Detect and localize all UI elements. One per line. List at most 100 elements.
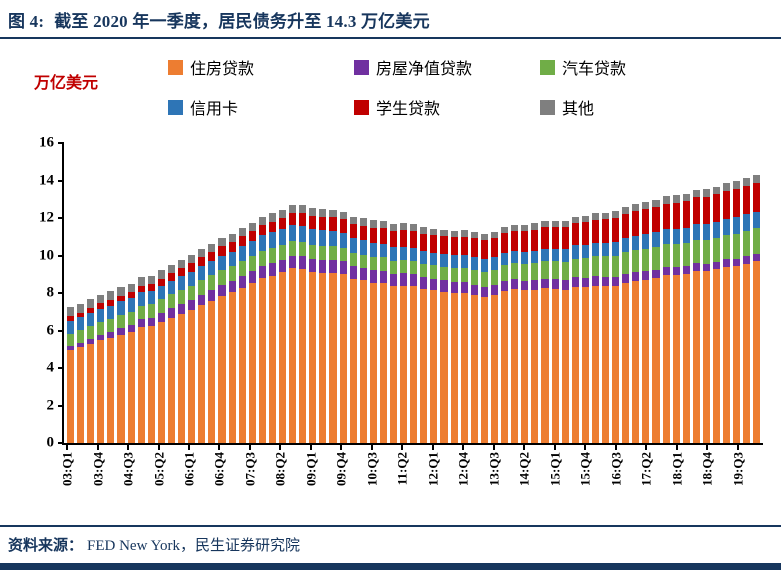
bar-segment — [420, 288, 428, 443]
bar-segment — [591, 285, 599, 443]
bar-segment — [601, 212, 610, 220]
bar-segment — [642, 270, 650, 280]
bar-segment — [501, 227, 509, 233]
bar-segment — [349, 278, 357, 443]
bar-segment — [591, 213, 599, 220]
bar-segment — [268, 221, 276, 233]
bar-segment — [299, 205, 307, 214]
bar-segment — [723, 218, 731, 235]
stacked-bar — [278, 143, 287, 443]
bar-segment — [743, 213, 751, 232]
bar-segment — [601, 276, 610, 286]
bar-segment — [309, 258, 317, 273]
bar-segment — [117, 295, 125, 302]
stacked-bar — [400, 143, 408, 443]
bar-segment — [753, 211, 761, 229]
stacked-bar — [531, 143, 539, 443]
x-axis-tick-label: 18:Q4 — [699, 452, 715, 486]
bar-segment — [97, 308, 105, 322]
bar-segment — [339, 248, 347, 262]
bar-segment — [652, 269, 660, 278]
bar-segment — [410, 286, 418, 443]
bar-segment — [480, 259, 488, 272]
bar-segment — [238, 287, 246, 443]
bar-segment — [157, 278, 165, 286]
bar-segment — [268, 213, 276, 222]
bar-segment — [622, 214, 630, 239]
legend-item-1: 房屋净值贷款 — [354, 55, 540, 79]
bar-segment — [127, 332, 135, 443]
bar-segment — [541, 221, 549, 228]
bar-segment — [97, 303, 105, 309]
bar-segment — [268, 247, 276, 263]
bar-segment — [420, 233, 428, 251]
figure-number-label: 图 4: — [8, 12, 45, 31]
bar-segment — [258, 235, 266, 251]
bar-segment — [178, 314, 186, 443]
bar-segment — [198, 266, 206, 280]
bar-segment — [551, 220, 559, 227]
bar-segment — [127, 292, 135, 299]
bar-segment — [733, 217, 741, 234]
legend-swatch-icon — [540, 99, 555, 115]
bar-segment — [319, 259, 327, 273]
bar-segment — [339, 219, 347, 234]
bar-segment — [218, 295, 226, 443]
bar-segment — [349, 238, 357, 253]
bar-segment — [551, 288, 559, 443]
bar-segment — [97, 334, 105, 341]
legend-item-3: 信用卡 — [168, 95, 354, 119]
x-axis-tick-label: 14:Q2 — [516, 452, 532, 486]
x-axis-tick-mark — [370, 445, 373, 450]
bar-segment — [450, 267, 458, 283]
y-axis-tick-mark — [58, 442, 64, 444]
bar-segment — [299, 213, 307, 226]
bar-segment — [188, 310, 196, 443]
bar-segment — [713, 261, 721, 270]
bar-segment — [359, 267, 367, 281]
x-axis-tick-mark — [553, 445, 556, 450]
bar-segment — [410, 247, 418, 261]
bar-segment — [430, 278, 438, 291]
y-axis-tick-mark — [58, 404, 64, 407]
bar-segment — [268, 275, 276, 443]
bar-segment — [77, 347, 85, 443]
bar-segment — [561, 280, 569, 290]
bar-segment — [450, 255, 458, 268]
y-axis-tick-label: 8 — [46, 284, 55, 301]
bar-segment — [501, 281, 509, 291]
bar-segment — [682, 201, 690, 228]
bar-segment — [723, 259, 731, 267]
bar-segment — [369, 256, 377, 270]
bar-segment — [642, 202, 650, 210]
bar-segment — [67, 333, 75, 346]
bar-segment — [460, 236, 468, 256]
bar-segment — [521, 264, 529, 281]
y-axis-tick-label: 0 — [46, 434, 55, 451]
bar-segment — [238, 275, 246, 288]
stacked-bar — [460, 143, 468, 443]
stacked-bar — [390, 143, 398, 443]
x-axis-tick-label: 05:Q2 — [151, 452, 166, 486]
x-axis-tick-label: 11:Q2 — [394, 452, 410, 486]
bar-segment — [662, 229, 670, 245]
bar-segment — [278, 229, 287, 245]
bar-segment — [167, 294, 176, 309]
x-axis-tick-label: 16:Q3 — [608, 452, 624, 486]
bar-segment — [400, 273, 408, 286]
bar-segment — [541, 227, 549, 249]
bar-segment — [379, 243, 387, 258]
bar-segment — [178, 276, 186, 290]
bar-segment — [137, 292, 145, 306]
bar-segment — [157, 321, 165, 443]
chart-legend: 住房贷款 房屋净值贷款 汽车贷款 信用卡 学生贷款 其他 — [168, 55, 626, 139]
bar-segment — [107, 291, 115, 300]
bar-segment — [571, 245, 579, 259]
legend-swatch-icon — [168, 59, 183, 75]
bar-segment — [107, 338, 115, 443]
bar-segment — [571, 258, 579, 278]
bar-segment — [127, 311, 135, 326]
x-axis-tick-mark — [248, 445, 251, 450]
bar-segment — [521, 280, 529, 291]
